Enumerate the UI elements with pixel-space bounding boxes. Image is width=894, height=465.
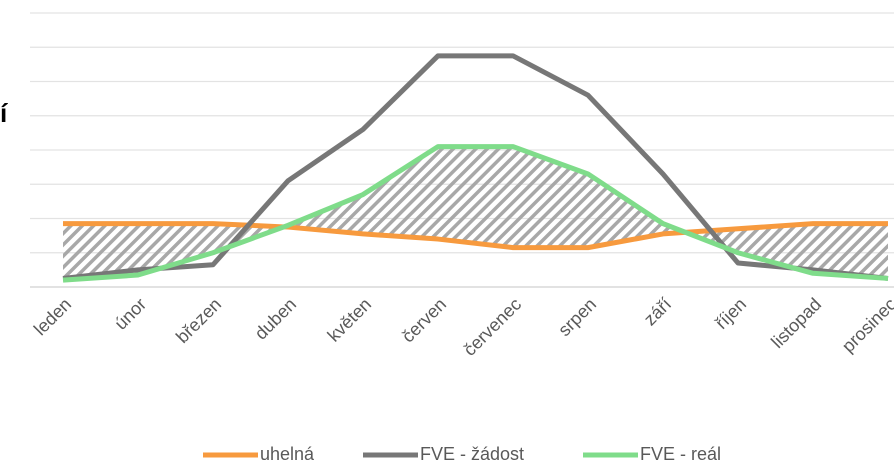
- legend-label: uhelná: [260, 444, 315, 464]
- hatch-area: [63, 146, 888, 281]
- x-tick-label: prosinec: [838, 294, 894, 356]
- x-tick-label: srpen: [554, 294, 600, 340]
- x-tick-label: duben: [251, 294, 301, 344]
- legend-label: FVE - reál: [640, 444, 721, 464]
- x-tick-label: květen: [324, 294, 376, 346]
- x-tick-label: únor: [111, 294, 151, 334]
- line-series: [62, 53, 889, 281]
- x-tick-label: listopad: [767, 294, 825, 352]
- legend-label: FVE - žádost: [420, 444, 524, 464]
- line-series: [63, 221, 888, 251]
- cut-off-text: í: [0, 98, 8, 128]
- x-tick-label: leden: [30, 294, 75, 339]
- x-tick-label: březen: [172, 294, 225, 347]
- x-tick-label: červen: [398, 294, 450, 346]
- line-series: [62, 144, 889, 283]
- x-tick-label: červenec: [459, 294, 525, 360]
- x-tick-label: září: [640, 294, 675, 329]
- x-tick-label: říjen: [711, 294, 750, 333]
